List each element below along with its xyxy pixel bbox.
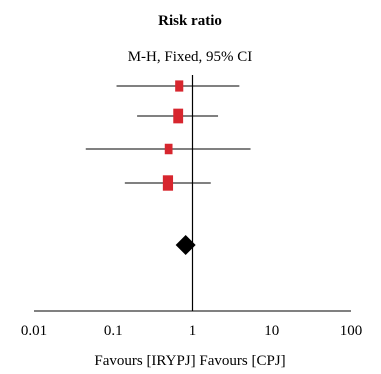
study-marker [162,175,174,191]
x-tick-label: 0.01 [21,323,47,339]
study-rows [85,80,251,191]
x-tick-label: 1 [189,323,197,339]
x-axis-label: Favours [IRYPJ] Favours [CPJ] [94,353,285,369]
x-tick-label: 100 [340,323,363,339]
x-axis: 0.01 0.1 1 10 100 [21,75,362,339]
study-marker [164,143,173,155]
pooled-estimate [175,235,196,255]
study-marker [175,80,184,92]
x-tick-label: 0.1 [104,323,123,339]
chart-title: Risk ratio [158,13,222,29]
pooled-diamond [175,235,196,255]
study-marker [173,108,184,124]
x-tick-label: 10 [264,323,279,339]
chart-subtitle: M-H, Fixed, 95% CI [128,49,253,65]
